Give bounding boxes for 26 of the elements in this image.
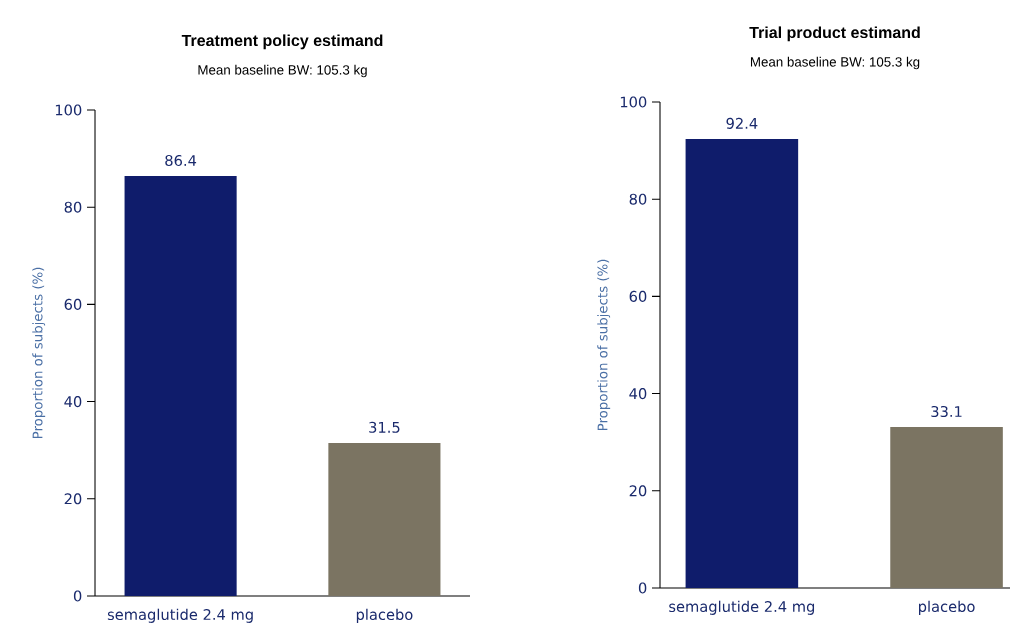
x-tick-label: semaglutide 2.4 mg bbox=[669, 600, 815, 615]
x-tick-label: placebo bbox=[356, 608, 413, 623]
y-tick-label: 20 bbox=[629, 485, 647, 497]
y-tick-label: 60 bbox=[64, 298, 82, 310]
y-tick-label: 100 bbox=[620, 96, 647, 108]
data-label: 86.4 bbox=[165, 154, 197, 167]
y-axis-title: Proportion of subjects (%) bbox=[32, 267, 46, 439]
y-tick-label: 80 bbox=[64, 201, 82, 213]
data-label: 33.1 bbox=[931, 406, 962, 418]
y-tick-label: 0 bbox=[73, 590, 82, 602]
y-tick-label: 40 bbox=[64, 396, 82, 408]
chart-title: Treatment policy estimand bbox=[181, 34, 383, 50]
y-tick-label: 0 bbox=[638, 582, 647, 594]
y-tick-label: 80 bbox=[629, 193, 647, 205]
x-tick-label: placebo bbox=[919, 600, 975, 615]
chart-title: Trial product estimand bbox=[749, 26, 920, 42]
chart-subtitle: Mean baseline BW: 105.3 kg bbox=[198, 64, 367, 78]
y-tick-label: 20 bbox=[64, 493, 82, 505]
x-tick-label: semaglutide 2.4 mg bbox=[107, 608, 253, 623]
y-axis-title: Proportion of subjects (%) bbox=[597, 259, 611, 431]
data-label: 31.5 bbox=[369, 421, 400, 433]
y-tick-label: 40 bbox=[629, 388, 647, 400]
chart-subtitle: Mean baseline BW: 105.3 kg bbox=[750, 56, 920, 70]
y-tick-label: 60 bbox=[629, 290, 647, 302]
data-label: 92.4 bbox=[726, 117, 758, 129]
y-tick-label: 100 bbox=[55, 104, 82, 116]
